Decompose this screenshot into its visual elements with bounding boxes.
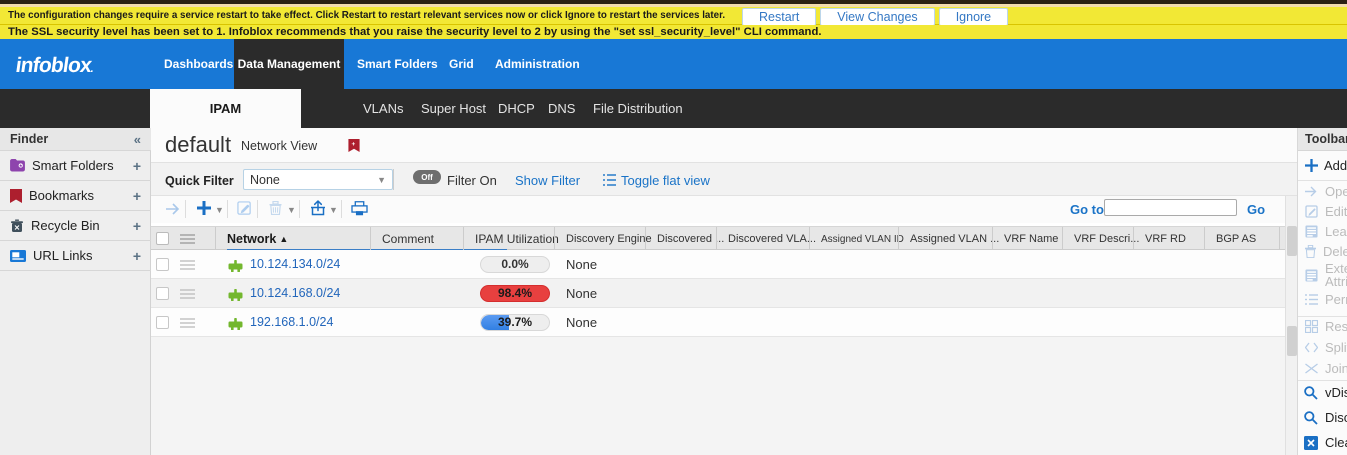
svg-text:+: + bbox=[351, 141, 355, 148]
